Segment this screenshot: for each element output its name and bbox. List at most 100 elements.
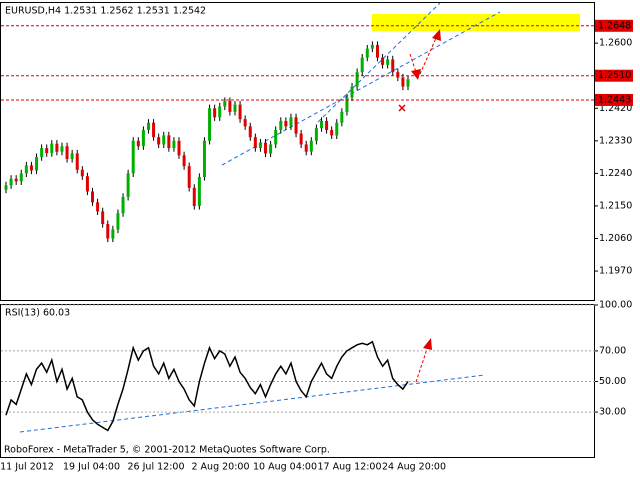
candle-body [274, 129, 278, 145]
candle-body [360, 57, 364, 73]
candle-body [350, 86, 354, 98]
candle-body [60, 146, 64, 152]
candle-body [19, 173, 23, 182]
candle-body [167, 135, 171, 149]
candle-body [370, 44, 374, 49]
x-tick-label: 17 Aug 12:00 [317, 462, 381, 473]
arrow-up [419, 35, 438, 75]
candle-body [279, 120, 283, 130]
rsi-trendline [19, 374, 486, 433]
candle-body [248, 126, 252, 138]
candle-body [381, 57, 385, 65]
x-tick-label: 2 Aug 20:00 [191, 462, 249, 473]
candle-body [24, 165, 28, 174]
channel [19, 2, 501, 433]
level-label: 1.2443 [598, 94, 631, 105]
channel-lower [221, 11, 501, 166]
candle-body [172, 140, 176, 149]
candle-body [202, 140, 206, 178]
candle-body [269, 144, 273, 154]
candle-body [152, 122, 156, 138]
y-tick-label: 1.2150 [599, 200, 632, 211]
rsi-line [5, 340, 409, 432]
y-tick-label: 30.00 [599, 407, 626, 418]
x-tick-label: 24 Aug 20:00 [382, 462, 446, 473]
candle-body [386, 59, 390, 65]
candle-body [330, 129, 334, 136]
candle-body [284, 120, 288, 127]
candle-body [146, 122, 150, 130]
candle-body [228, 101, 232, 112]
candle-body [289, 117, 293, 127]
candle-body [355, 72, 359, 87]
candle-body [396, 72, 400, 78]
candle-body [253, 137, 257, 149]
candle-body [65, 146, 69, 159]
candle-body [340, 111, 344, 123]
y-tick-label: 70.00 [599, 345, 626, 356]
candle-body [309, 140, 313, 152]
candle-body [162, 135, 166, 145]
candle-body [9, 178, 13, 186]
candle-body [264, 142, 268, 154]
arrow-head [432, 29, 441, 41]
candle-body [182, 155, 186, 167]
candle-body [80, 169, 84, 177]
arrow-heads [411, 29, 441, 350]
candle-body [304, 144, 308, 152]
level-tag [595, 69, 633, 82]
candle-body [187, 166, 191, 188]
candle-body [157, 137, 161, 145]
arrow-head [411, 69, 421, 80]
candle-body [29, 165, 33, 171]
candle-body [314, 128, 318, 141]
candle-body [391, 59, 395, 73]
chart-title: EURUSD,H4 1.2531 1.2562 1.2531 1.2542 [5, 6, 206, 17]
y-tick-label: 1.2060 [599, 233, 632, 244]
price-panel [0, 2, 595, 301]
candle-body [4, 185, 8, 190]
candle-body [50, 143, 54, 154]
candle-body [319, 120, 323, 129]
x-tick-label: 10 Aug 04:00 [253, 462, 317, 473]
candle-body [111, 229, 115, 239]
candle-body [335, 122, 339, 136]
candle-body [218, 106, 222, 118]
x-tick-label: 19 Jul 04:00 [63, 462, 120, 473]
candle-body [192, 187, 196, 206]
y-tick-label: 1.2330 [599, 135, 632, 146]
candle-body [70, 153, 74, 159]
candle-body [116, 213, 120, 230]
candle-body [213, 108, 217, 118]
caption: RoboForex - MetaTrader 5, © 2001-2012 Me… [4, 445, 330, 456]
candle-body [325, 120, 329, 130]
candle-body [55, 143, 59, 152]
candle-body [141, 129, 145, 147]
candle-body [75, 153, 79, 170]
y-tick-label: 100.00 [599, 300, 632, 311]
candle-body [45, 148, 49, 154]
candle-body [197, 177, 201, 206]
candle-body [233, 104, 237, 112]
candle-body [106, 224, 110, 239]
candle-body [14, 178, 18, 182]
arrow-down [409, 53, 417, 73]
candle-body [96, 202, 100, 212]
y-tick-label: 1.2600 [599, 38, 632, 49]
x-tick-label: 26 Jul 12:00 [128, 462, 185, 473]
candle-body [258, 142, 262, 149]
candle-body [406, 79, 410, 87]
arrow-head [423, 338, 432, 350]
y-tick-label: 1.1970 [599, 266, 632, 277]
candle-body [345, 97, 349, 112]
candle-body [208, 108, 212, 141]
cross-line [398, 104, 406, 112]
y-tick-label: 1.2420 [599, 103, 632, 114]
candle-body [238, 104, 242, 120]
candle-body [91, 191, 95, 203]
candle-body [131, 140, 135, 174]
rsi-title: RSI(13) 60.03 [5, 308, 70, 319]
candle-body [401, 77, 405, 87]
